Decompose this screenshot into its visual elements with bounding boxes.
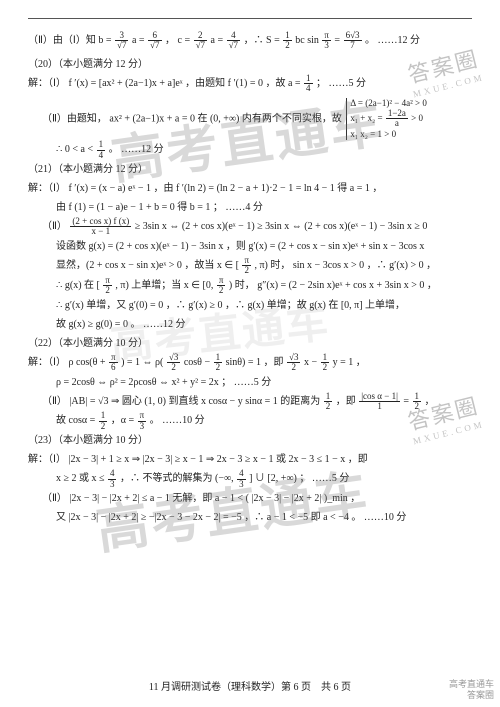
q20-ii: （Ⅱ）由题知， ax² + (2a−1)x + a = 0 在 (0, +∞) … bbox=[28, 98, 472, 140]
q22-i-g: ρ = 2cosθ ⇔ ρ² = 2ρcosθ ⇔ x² + y² = 2x ；… bbox=[28, 373, 472, 392]
q21-ii-a: （Ⅱ） (2 + cos x) f (x)x − 1 ≥ 3sin x ⇔ (2… bbox=[28, 217, 472, 237]
t: bc sin bbox=[295, 35, 319, 46]
q20-ii-b: ∴ 0 < a < 14 。 ……12 分 bbox=[28, 140, 472, 160]
frac: 14 bbox=[303, 74, 314, 94]
frac: π2 bbox=[102, 276, 113, 296]
frac: (2 + cos x) f (x)x − 1 bbox=[69, 217, 132, 237]
frac: 2√7 bbox=[193, 31, 208, 51]
q23-ii-b: 又 |2x − 3| − |2x + 2| ≥ −|2x − 3 − 2x − … bbox=[28, 508, 472, 527]
frac: 12 bbox=[282, 31, 293, 51]
frac: 12 bbox=[213, 353, 224, 373]
frac: 12 bbox=[323, 392, 334, 412]
q21-ii-g: 故 g(x) ≥ g(0) = 0 。 ……12 分 bbox=[28, 315, 472, 334]
q21-head: （21）（本小题满分 12 分） bbox=[28, 160, 472, 179]
frac: |cos α − 1|1 bbox=[358, 392, 401, 412]
t: 解：（Ⅰ） f ′(x) = [ax² + (2a−1)x + a]eˣ ，由题… bbox=[28, 78, 301, 89]
frac: π2 bbox=[241, 256, 252, 276]
t: ，∴ S = bbox=[244, 35, 280, 46]
frac: 12 bbox=[98, 411, 109, 431]
frac: 43 bbox=[236, 469, 247, 489]
t: , π) 时， sin x − 3cos x > 0 ，∴ g′(x) > 0 … bbox=[255, 260, 437, 271]
t: 。 ……12 分 bbox=[365, 35, 420, 46]
t: 显然，(2 + cos x − sin x)eˣ > 0 ，故当 x ∈ [ bbox=[56, 260, 239, 271]
t: ； ……5 分 bbox=[316, 78, 366, 89]
t: a = bbox=[211, 35, 224, 46]
case2: x₁ + x₂ = 1−2aa > 0 bbox=[350, 109, 426, 129]
q19-ii-a: （Ⅱ）由（Ⅰ）知 b = bbox=[28, 35, 112, 46]
q21-ii-f: ∴ g′(x) 单增，又 g′(0) = 0 ，∴ g′(x) ≥ 0 ，∴ g… bbox=[28, 296, 472, 315]
q22-ii: （Ⅱ） |AB| = √3 ⇒ 圆心 (1, 0) 到直线 x cosα − y… bbox=[28, 392, 472, 412]
q20-head: （20）（本小题满分 12 分） bbox=[28, 55, 472, 74]
q23-i-a: 解：（Ⅰ） |2x − 3| + 1 ≥ x ⇒ |2x − 3| ≥ x − … bbox=[28, 450, 472, 469]
q23-i-b: x ≥ 2 或 x ≤ 43 ，∴ 不等式的解集为 (−∞, 43 ] ∪ [2… bbox=[28, 469, 472, 489]
t: a = bbox=[132, 35, 145, 46]
frac: 6√7 bbox=[147, 31, 162, 51]
frac: 6√37 bbox=[343, 31, 363, 51]
bottom-right-wm: 高考直通车 答案圈 bbox=[449, 679, 494, 701]
q23-head: （23）（本小题满分 10 分） bbox=[28, 431, 472, 450]
t: 。 ……12 分 bbox=[109, 144, 164, 155]
frac: √32 bbox=[166, 353, 181, 373]
frac: π3 bbox=[137, 411, 148, 431]
q22-head: （22）（本小题满分 10 分） bbox=[28, 334, 472, 353]
frac: √32 bbox=[286, 353, 301, 373]
t: ∴ g(x) 在 [ bbox=[56, 280, 100, 291]
q22-i: 解：（Ⅰ） ρ cos(θ + π6 ) = 1 ⇔ ρ( √32 cosθ −… bbox=[28, 353, 472, 373]
br2: 答案圈 bbox=[449, 690, 494, 701]
t: , π) 上单增；当 x ∈ [0, bbox=[115, 280, 215, 291]
page-footer: 11 月调研测试卷（理科数学）第 6 页 共 6 页 bbox=[0, 678, 500, 693]
frac: 4√7 bbox=[226, 31, 241, 51]
t: ) 时， g″(x) = (2 − 2sin x)eˣ + cos x + 3s… bbox=[229, 280, 437, 291]
case3: x₁ x₂ = 1 > 0 bbox=[350, 129, 426, 140]
frac: 43 bbox=[107, 469, 118, 489]
q22-ii-e: 故 cosα = 12 ，α = π3 。 ……10 分 bbox=[28, 411, 472, 431]
frac: 3√7 bbox=[114, 31, 129, 51]
q20-i: 解：（Ⅰ） f ′(x) = [ax² + (2a−1)x + a]eˣ ，由题… bbox=[28, 74, 472, 94]
t: = bbox=[334, 35, 340, 46]
frac: 1−2aa bbox=[385, 109, 409, 129]
frac: 12 bbox=[320, 353, 331, 373]
t: ∴ 0 < a < bbox=[56, 144, 93, 155]
frac: π2 bbox=[216, 276, 227, 296]
frac: π3 bbox=[321, 31, 332, 51]
q21-i-b: 由 f (1) = (1 − a)e − 1 + b = 0 得 b = 1 ；… bbox=[28, 198, 472, 217]
t: ≥ 3sin x ⇔ (2 + cos x)(eˣ − 1) ≥ 3sin x … bbox=[135, 221, 428, 232]
q21-ii-d: 显然，(2 + cos x − sin x)eˣ > 0 ，故当 x ∈ [ π… bbox=[28, 256, 472, 276]
frac: π6 bbox=[108, 353, 119, 373]
top-rule bbox=[28, 18, 472, 19]
case-brace: Δ = (2a−1)² − 4a² > 0 x₁ + x₂ = 1−2aa > … bbox=[346, 98, 426, 140]
q21-ii-e: ∴ g(x) 在 [ π2 , π) 上单增；当 x ∈ [0, π2 ) 时，… bbox=[28, 276, 472, 296]
q19-ii: （Ⅱ）由（Ⅰ）知 b = 3√7 a = 6√7 ， c = 2√7 a = 4… bbox=[28, 31, 472, 51]
q21-i-a: 解：（Ⅰ） f ′(x) = (x − a) eˣ − 1 ，由 f ′(ln … bbox=[28, 179, 472, 198]
frac: 12 bbox=[412, 392, 423, 412]
t: （Ⅱ） bbox=[42, 221, 67, 232]
q23-ii-a: （Ⅱ） |2x − 3| − |2x + 2| ≤ a − 1 无解，即 a −… bbox=[28, 489, 472, 508]
t: （Ⅱ）由题知， ax² + (2a−1)x + a = 0 在 (0, +∞) … bbox=[42, 113, 342, 124]
frac: 14 bbox=[96, 140, 107, 160]
t: ， c = bbox=[165, 35, 190, 46]
q21-ii-c: 设函数 g(x) = (2 + cos x)(eˣ − 1) − 3sin x … bbox=[28, 237, 472, 256]
br1: 高考直通车 bbox=[449, 679, 494, 690]
